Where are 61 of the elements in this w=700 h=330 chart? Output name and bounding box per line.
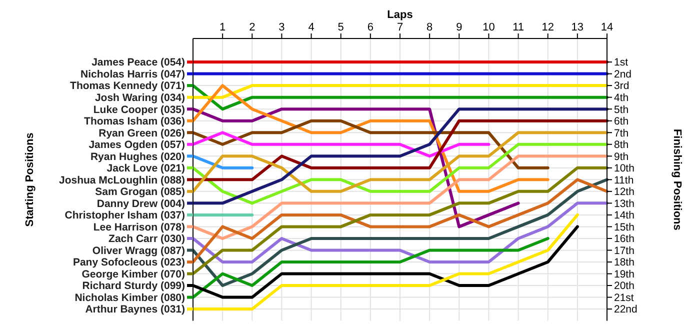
legend-label: James Ogden (057): [88, 139, 185, 152]
x-tick-label: 12: [542, 22, 554, 34]
y2-tick-label: 4th: [614, 92, 629, 104]
legend-label: Josh Waring (034): [94, 92, 185, 104]
x-tick-label: 2: [249, 22, 256, 34]
y2-tick-label: 14th: [614, 210, 635, 222]
y2-tick-label: 19th: [614, 268, 635, 280]
legend-label: Thomas Kennedy (071): [70, 80, 185, 92]
legend-label: Christopher Isham (037): [64, 210, 185, 222]
legend-label: Jack Love (021): [106, 162, 185, 175]
legend-label: George Kimber (070): [82, 268, 185, 280]
legend-label: Oliver Wragg (087): [92, 244, 185, 257]
x-axis-title: Laps: [387, 9, 413, 21]
legend-label: Danny Drew (004): [96, 198, 185, 210]
x-tick-label: 10: [482, 22, 495, 34]
y2-tick-label: 22nd: [614, 304, 638, 316]
legend-label: Sam Grogan (085): [95, 186, 185, 198]
y2-tick-label: 18th: [614, 256, 635, 269]
x-tick-label: 7: [396, 22, 404, 34]
legend-label: Lee Harrison (078): [93, 221, 185, 234]
x-tick-label: 11: [512, 22, 524, 34]
x-tick-label: 5: [338, 22, 344, 34]
y2-tick-label: 8th: [614, 139, 629, 152]
legend-label: Ryan Hughes (020): [90, 150, 185, 163]
y2-tick-label: 12th: [614, 186, 635, 198]
y2-tick-label: 10th: [614, 162, 635, 175]
y2-tick-label: 9th: [614, 150, 629, 163]
y2-tick-label: 11th: [614, 174, 634, 186]
y2-tick-label: 2nd: [614, 68, 632, 80]
y2-tick-label: 21st: [614, 292, 634, 304]
x-tick-label: 8: [426, 22, 433, 34]
y2-axis-title: Finishing Positions: [671, 128, 683, 230]
legend-label: Joshua McLoughlin (088): [58, 174, 185, 186]
y2-tick-label: 17th: [614, 244, 635, 257]
legend-label: Luke Cooper (035): [93, 104, 185, 116]
x-tick-label: 3: [278, 22, 285, 34]
y2-tick-label: 7th: [614, 127, 629, 140]
y2-tick-label: 15th: [614, 221, 635, 234]
y2-tick-label: 16th: [614, 233, 635, 246]
legend-label: Nicholas Kimber (080): [74, 292, 185, 304]
y2-tick-label: 13th: [614, 198, 635, 210]
y2-tick-label: 6th: [614, 116, 629, 128]
y2-tick-label: 3rd: [614, 80, 630, 92]
x-tick-label: 1: [220, 22, 226, 34]
legend-label: Thomas Isham (036): [84, 116, 185, 128]
y2-tick-label: 5th: [614, 104, 629, 116]
legend-label: Zach Carr (030): [108, 233, 185, 246]
x-tick-label: 4: [308, 22, 314, 34]
legend-label: Richard Sturdy (099): [82, 280, 185, 292]
legend-label: Arthur Baynes (031): [85, 304, 185, 316]
y2-tick-label: 20th: [614, 280, 635, 292]
x-tick-label: 13: [571, 22, 584, 34]
legend-label: Nicholas Harris (047): [80, 68, 185, 80]
legend-label: Ryan Green (026): [98, 127, 185, 140]
x-tick-label: 9: [456, 22, 462, 34]
y2-tick-label: 1st: [614, 56, 628, 69]
x-tick-label: 14: [600, 22, 614, 34]
text: Starting Positions: [24, 132, 36, 227]
legend-label: Pany Sofocleous (023): [72, 256, 185, 269]
legend-label: James Peace (054): [92, 56, 185, 69]
x-tick-label: 6: [367, 22, 374, 34]
